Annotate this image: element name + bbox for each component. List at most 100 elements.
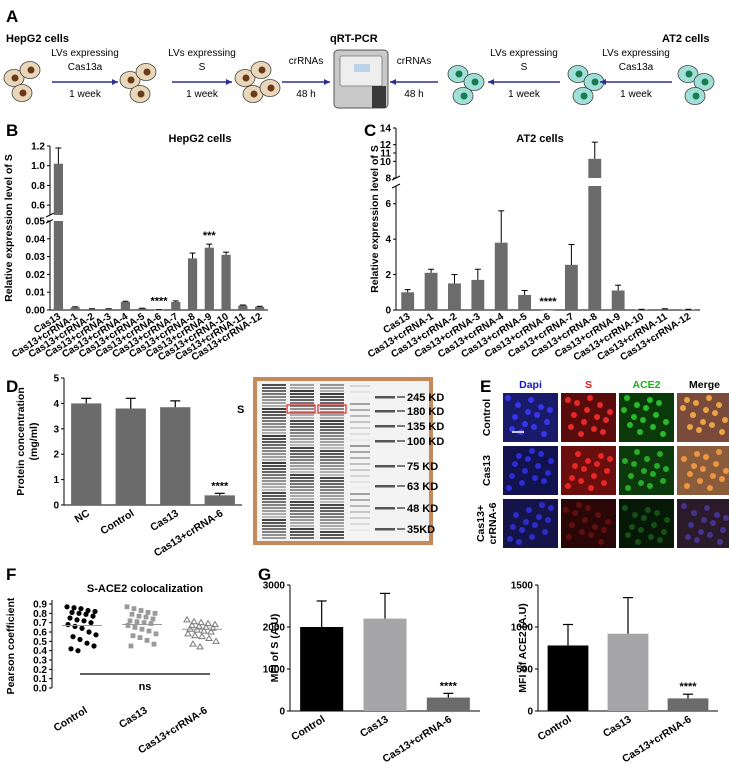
marker-label: 135 KD — [407, 421, 444, 433]
data-point — [197, 618, 205, 626]
gel-band — [320, 531, 344, 533]
s-band-box-2 — [317, 404, 347, 414]
gel-band — [320, 399, 344, 401]
cell-signal — [640, 417, 646, 423]
y-tick-label: 1.0 — [31, 161, 45, 172]
axis-break-mark — [45, 212, 55, 218]
y-axis-label: (mg/ml) — [28, 423, 40, 461]
bar — [564, 264, 578, 310]
y-tick-label: 1000 — [511, 623, 534, 634]
panel-label-a: A — [6, 7, 18, 26]
bar — [115, 408, 146, 505]
chart-title: AT2 cells — [516, 133, 564, 145]
gel-band — [320, 516, 344, 518]
cell-signal — [519, 480, 525, 486]
cell-signal — [578, 478, 584, 484]
data-point — [70, 634, 76, 640]
step-label: Cas13a — [68, 62, 103, 73]
gel-band — [262, 486, 286, 488]
cell-signal — [569, 475, 575, 481]
x-tick-label: Cas13 — [601, 713, 634, 740]
cell-signal — [525, 456, 531, 462]
data-point — [93, 632, 99, 638]
gel-band — [262, 435, 286, 437]
y-axis-label: Protein concentration — [15, 387, 27, 496]
gel-band — [290, 534, 314, 536]
cell-signal — [512, 461, 518, 467]
bar — [137, 308, 147, 310]
chart-b-hepg2-expression: HepG2 cells Relative expression level of … — [3, 133, 268, 363]
gel-band — [290, 444, 314, 446]
data-point — [130, 633, 136, 639]
cell-signal — [572, 510, 578, 516]
microscopy-column-label: Dapi — [519, 379, 542, 391]
bar — [363, 618, 407, 711]
gel-band — [320, 453, 344, 455]
cell-signal — [584, 407, 590, 413]
y-tick-label: 0.6 — [33, 628, 47, 639]
gel-band — [262, 525, 286, 527]
y-tick-label: 4 — [53, 399, 59, 410]
hepg2-title: HepG2 cells — [6, 33, 69, 45]
cell-icon — [583, 73, 605, 91]
gel-band — [320, 435, 344, 437]
axis-break-mark — [391, 183, 401, 189]
cell-icon — [19, 61, 41, 79]
y-axis-label: Relative expression level of S — [3, 154, 15, 302]
gel-band — [350, 427, 370, 429]
y-tick-label: 1000 — [263, 665, 286, 676]
cell-signal — [654, 510, 660, 516]
cell-signal — [565, 397, 571, 403]
gel-band — [290, 450, 314, 452]
gel-band — [320, 447, 344, 449]
data-point — [146, 628, 152, 634]
data-point — [137, 635, 143, 640]
gel-band — [262, 423, 286, 425]
cell-signal — [535, 463, 541, 469]
cell-signal — [645, 507, 651, 513]
y-tick-label: 0.04 — [26, 234, 46, 245]
cell-signal — [706, 395, 712, 401]
cell-signal — [622, 458, 628, 464]
gel-band — [262, 534, 286, 536]
bar — [541, 310, 555, 311]
gel-band — [320, 498, 344, 500]
cell-signal — [635, 539, 641, 545]
gel-band — [320, 504, 344, 506]
data-point — [74, 617, 80, 623]
marker-label: 180 KD — [407, 406, 444, 418]
data-point — [198, 632, 206, 640]
gel-band — [262, 396, 286, 398]
step-label: LVs expressing — [51, 48, 119, 59]
bar — [204, 247, 214, 310]
x-tick-label: NC — [73, 507, 93, 525]
gel-band — [262, 432, 286, 434]
y-tick-label: 0.00 — [26, 306, 46, 317]
gel-band — [290, 405, 314, 407]
y-tick-label: 3000 — [263, 581, 286, 592]
cell-signal — [720, 527, 726, 533]
data-point — [131, 606, 137, 612]
microscopy-column-label: S — [585, 379, 592, 391]
bar — [70, 307, 80, 310]
gel-band — [290, 393, 314, 395]
bar — [448, 283, 461, 310]
data-point — [72, 623, 78, 630]
significance-label: **** — [679, 681, 697, 693]
qrtpcr-title: qRT-PCR — [330, 33, 378, 45]
cell-signal — [707, 532, 713, 538]
cell-signal — [531, 424, 537, 430]
cell-signal — [697, 478, 703, 484]
gel-band — [350, 493, 370, 495]
data-point — [138, 608, 144, 613]
cell-signal — [704, 505, 710, 511]
gel-band — [350, 397, 370, 399]
cell-nucleus — [591, 78, 599, 86]
cell-signal — [631, 414, 637, 420]
qpcr-machine-icon — [333, 49, 389, 109]
cell-signal — [569, 522, 575, 528]
data-point — [69, 609, 75, 616]
data-point — [124, 604, 130, 610]
gel-band — [320, 489, 344, 491]
gel-band — [262, 531, 286, 533]
